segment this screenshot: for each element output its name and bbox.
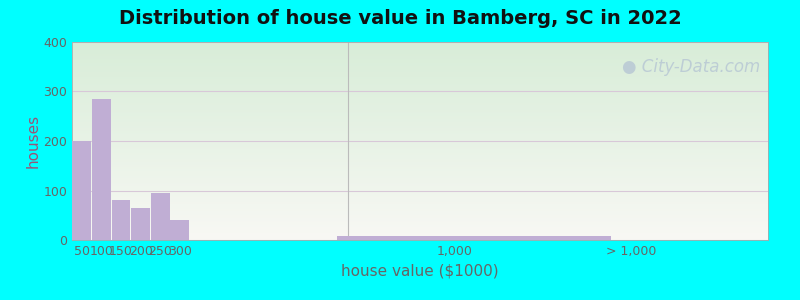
Bar [131,208,150,240]
Bar [337,236,611,240]
Text: Distribution of house value in Bamberg, SC in 2022: Distribution of house value in Bamberg, … [118,9,682,28]
Bar [92,99,111,240]
Text: ● City-Data.com: ● City-Data.com [622,58,760,76]
Bar [170,220,190,240]
Bar [112,200,130,240]
Bar [151,193,170,240]
Bar [72,141,91,240]
Y-axis label: houses: houses [26,114,41,168]
X-axis label: house value ($1000): house value ($1000) [341,263,499,278]
